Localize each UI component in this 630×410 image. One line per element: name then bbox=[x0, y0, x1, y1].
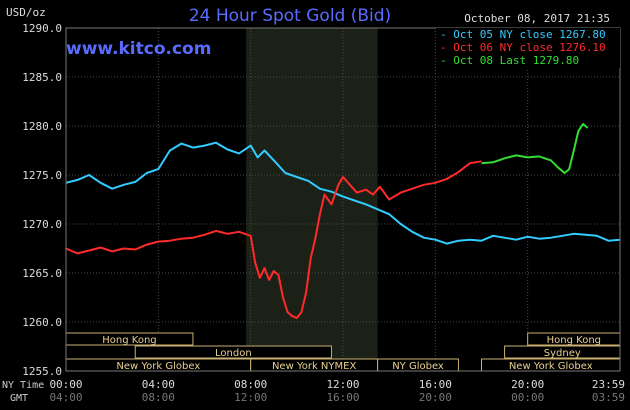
y-tick-label: 1290.0 bbox=[22, 22, 62, 35]
x-tick-label-ny: 16:00 bbox=[419, 378, 452, 391]
y-tick-label: 1285.0 bbox=[22, 71, 62, 84]
series-line bbox=[65, 141, 621, 245]
y-tick-label: 1260.0 bbox=[22, 316, 62, 329]
session-box bbox=[134, 345, 332, 359]
series-line bbox=[481, 123, 589, 174]
session-label: New York NYMEX bbox=[272, 361, 357, 372]
legend-item: - Oct 06 NY close 1276.10 bbox=[440, 41, 606, 54]
plot-frame bbox=[65, 27, 621, 372]
kitco-watermark: www.kitco.com bbox=[66, 39, 211, 59]
x-tick-label-gmt: 16:00 bbox=[326, 391, 359, 404]
session-label: Sydney bbox=[544, 348, 581, 359]
y-tick-label: 1265.0 bbox=[22, 267, 62, 280]
chart-title: 24 Hour Spot Gold (Bid) bbox=[189, 6, 391, 26]
x-tick-label-gmt: 12:00 bbox=[234, 391, 267, 404]
session-label: NY Globex bbox=[392, 361, 444, 372]
x-tick-label-ny: 20:00 bbox=[511, 378, 544, 391]
series-lines bbox=[65, 123, 621, 320]
x-tick-label-ny: 04:00 bbox=[142, 378, 175, 391]
y-tick-label: 1270.0 bbox=[22, 218, 62, 231]
x-tick-label-gmt: 04:00 bbox=[49, 391, 82, 404]
x-tick-label-gmt: 20:00 bbox=[419, 391, 452, 404]
session-label: New York Globex bbox=[509, 361, 593, 372]
x-tick-label-gmt: 03:59 bbox=[592, 391, 625, 404]
legend-item: - Oct 05 NY close 1267.80 bbox=[440, 28, 606, 41]
x-tick-label-gmt: 08:00 bbox=[142, 391, 175, 404]
y-axis-label: USD/oz bbox=[6, 6, 46, 19]
ny-time-label: NY Time bbox=[2, 380, 44, 391]
session-label: Hong Kong bbox=[102, 335, 156, 346]
timestamp: October 08, 2017 21:35 bbox=[464, 12, 610, 25]
axes: 1290.0 1285.0 1280.0 1275.0 1270.0 1265.0 1260… bbox=[22, 22, 625, 404]
y-tick-label: 1275.0 bbox=[22, 169, 62, 182]
x-tick-label-ny: 00:00 bbox=[49, 378, 82, 391]
x-tick-label-ny: 08:00 bbox=[234, 378, 267, 391]
legend: - Oct 05 NY close 1267.80- Oct 06 NY clo… bbox=[436, 28, 620, 68]
nymex-shaded-region bbox=[246, 28, 378, 371]
y-tick-label: 1280.0 bbox=[22, 120, 62, 133]
gmt-label: GMT bbox=[10, 393, 28, 404]
shaded-period-layer bbox=[246, 28, 378, 371]
session-label: Hong Kong bbox=[547, 335, 601, 346]
series-line bbox=[65, 160, 482, 320]
legend-box bbox=[436, 28, 620, 68]
x-tick-label-ny: 23:59 bbox=[592, 378, 625, 391]
session-label: New York Globex bbox=[116, 361, 200, 372]
session-label: London bbox=[215, 348, 252, 359]
y-tick-label: 1255.0 bbox=[22, 365, 62, 378]
x-tick-label-gmt: 00:00 bbox=[511, 391, 544, 404]
x-tick-label-ny: 12:00 bbox=[326, 378, 359, 391]
legend-item: - Oct 08 Last 1279.80 bbox=[440, 54, 579, 67]
